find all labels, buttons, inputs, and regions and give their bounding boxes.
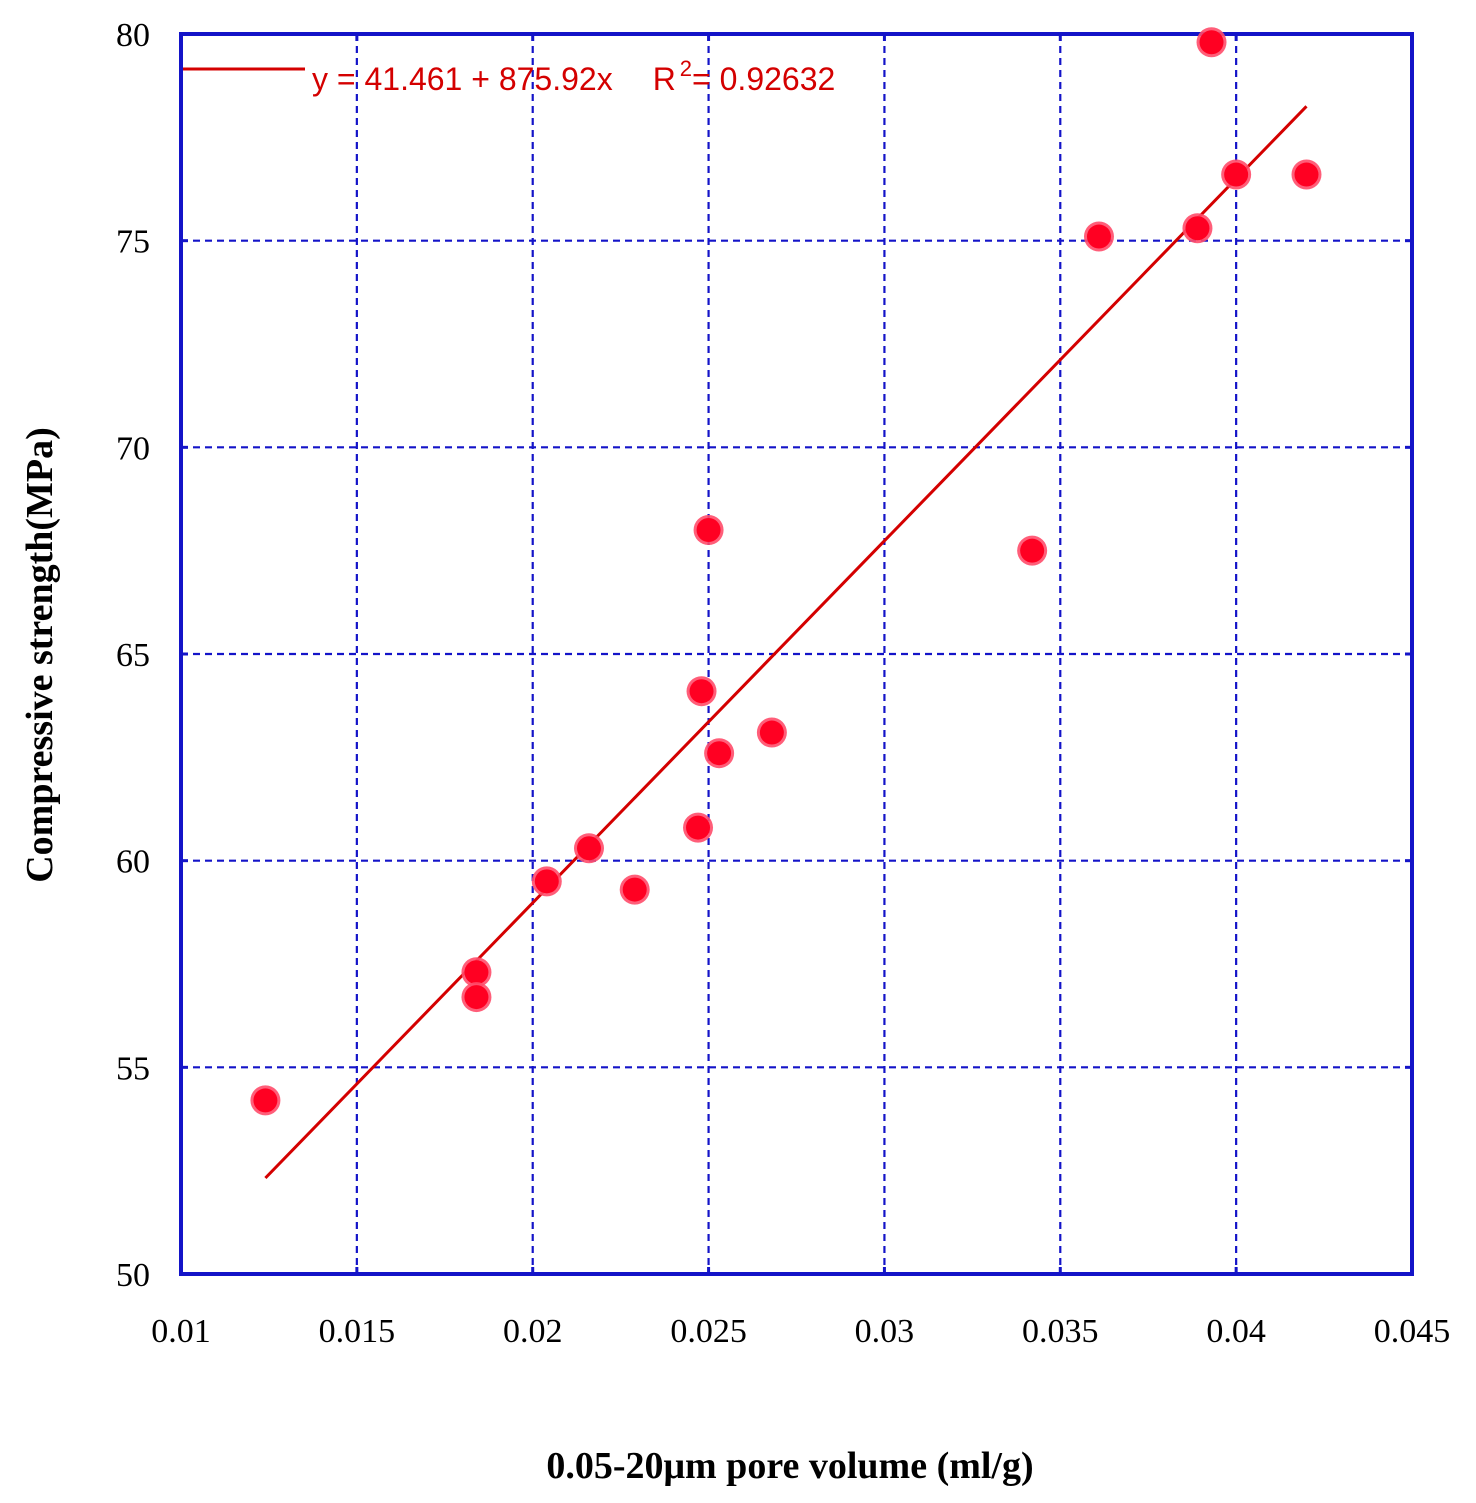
data-point xyxy=(253,1088,278,1113)
y-axis-title: Compressive strength(MPa) xyxy=(19,427,61,883)
legend: y = 41.461 + 875.92x R 2= 0.92632 xyxy=(183,56,835,97)
data-point xyxy=(1224,162,1249,187)
legend-equation: y = 41.461 + 875.92x R 2= 0.92632 xyxy=(312,56,835,97)
legend-equation-text: y = 41.461 + 875.92x xyxy=(312,61,613,97)
data-point xyxy=(576,836,601,861)
data-point xyxy=(1294,162,1319,187)
legend-r2-superscript: 2 xyxy=(680,56,692,81)
y-tick-label: 50 xyxy=(116,1257,150,1294)
y-tick-labels: 50 55 60 65 70 75 80 xyxy=(116,17,150,1294)
x-tick-labels: 0.01 0.015 0.02 0.025 0.03 0.035 0.04 0.045 xyxy=(151,1313,1450,1350)
y-tick-label: 60 xyxy=(116,844,150,881)
data-point xyxy=(1020,538,1045,563)
regression-line xyxy=(264,105,1308,1180)
data-point xyxy=(622,877,647,902)
x-tick-label: 0.02 xyxy=(503,1313,563,1350)
x-tick-label: 0.045 xyxy=(1374,1313,1451,1350)
data-point xyxy=(759,720,784,745)
data-point xyxy=(534,869,559,894)
x-tick-label: 0.025 xyxy=(670,1313,747,1350)
data-point xyxy=(1086,224,1111,249)
x-axis-title: 0.05-20μm pore volume (ml/g) xyxy=(546,1445,1033,1487)
data-point xyxy=(689,679,714,704)
data-point xyxy=(464,985,489,1010)
data-point xyxy=(696,518,721,542)
data-point xyxy=(464,960,489,985)
data-points xyxy=(250,27,1322,1116)
x-tick-label: 0.01 xyxy=(151,1313,211,1350)
x-tick-label: 0.03 xyxy=(855,1313,915,1350)
data-point xyxy=(686,815,711,840)
data-point xyxy=(707,741,732,766)
y-tick-label: 75 xyxy=(116,224,150,261)
data-point xyxy=(1199,30,1224,55)
legend-r2-value: = 0.92632 xyxy=(692,61,835,97)
x-tick-label: 0.035 xyxy=(1022,1313,1099,1350)
x-tick-label: 0.015 xyxy=(319,1313,396,1350)
x-tick-label: 0.04 xyxy=(1206,1313,1266,1350)
grid-lines xyxy=(181,34,1412,1274)
y-tick-label: 80 xyxy=(116,17,150,54)
plot-frame xyxy=(179,32,1414,1276)
y-tick-label: 65 xyxy=(116,637,150,674)
data-point xyxy=(1185,216,1210,241)
legend-r2-symbol: R xyxy=(653,61,676,97)
y-tick-label: 70 xyxy=(116,430,150,467)
y-tick-label: 55 xyxy=(116,1050,150,1087)
fit-line xyxy=(264,105,1308,1180)
